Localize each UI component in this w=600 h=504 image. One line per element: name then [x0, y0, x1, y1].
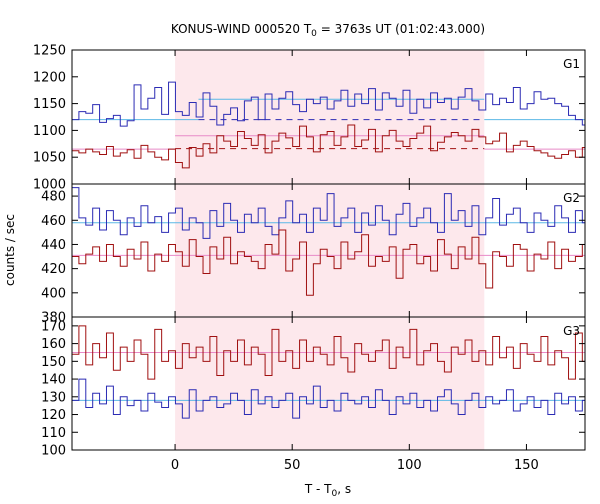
- panel-g2-y-tick-label: 380: [41, 311, 66, 326]
- panel-g3-y-tick-label: 170: [41, 319, 66, 334]
- panel-g1-label: G1: [563, 57, 580, 71]
- panel-g1-y-tick-label: 1000: [33, 178, 66, 193]
- x-tick-label: 0: [171, 458, 179, 473]
- x-tick-label: 150: [514, 458, 539, 473]
- panel-g3-series-blue: [72, 378, 585, 419]
- y-axis-label: counts / sec: [3, 214, 17, 286]
- panel-g3: 100 110 120 130 140 150 160 170 G3: [41, 316, 586, 459]
- chart-title-suffix: = 3763s UT (01:02:43.000): [317, 22, 485, 36]
- panel-g1-y-tick-label: 1100: [33, 124, 66, 139]
- x-tick-label: 100: [397, 458, 422, 473]
- chart-title-prefix: KONUS-WIND 000520 T: [171, 22, 312, 36]
- panel-g3-y-tick-label: 110: [41, 426, 66, 441]
- x-axis-label-prefix: T - T: [304, 482, 332, 496]
- panel-g1-y-tick-label: 1050: [33, 151, 66, 166]
- panel-g1-y-tick-label: 1200: [33, 70, 66, 85]
- panel-g1-y-tick-label: 1150: [33, 97, 66, 112]
- panel-g1-series-red: [72, 124, 585, 169]
- panel-g1-y-tick-label: 1250: [33, 44, 66, 59]
- panel-g3-frame: [71, 316, 586, 451]
- panel-g2-y-tick-label: 400: [41, 286, 66, 301]
- panel-g1-series-blue: [72, 81, 585, 127]
- panel-g1: 1000 1050 1100 1150 1200 1250 G1: [33, 44, 586, 193]
- panel-g2-y-tick-label: 420: [41, 262, 66, 277]
- panel-g3-y-tick-label: 160: [41, 337, 66, 352]
- x-tick-label: 50: [284, 458, 301, 473]
- panel-g3-y-tick-label: 140: [41, 373, 66, 388]
- panel-g2-y-tick-label: 440: [41, 238, 66, 253]
- panel-g1-plot-area: [72, 81, 585, 169]
- panel-g3-y-tick-label: 130: [41, 390, 66, 405]
- panel-g2-plot-area: [72, 187, 585, 296]
- x-axis-label-suffix: , s: [337, 482, 351, 496]
- panel-g3-highlight-region: [175, 317, 485, 450]
- panel-g2-series-red: [72, 229, 585, 296]
- panel-g3-label: G3: [563, 324, 580, 338]
- panel-g3-plot-area: [72, 325, 585, 419]
- panels-layer: 100010501100115012001250G138040042044046…: [33, 44, 586, 473]
- panel-g3-y-tick-label: 150: [41, 355, 66, 370]
- panel-g3-series-red: [72, 325, 585, 380]
- panel-g2: 380 400 420 440 460 480 G2: [41, 183, 586, 326]
- panel-g2-label: G2: [563, 191, 580, 205]
- chart-title-sub: 0: [311, 29, 317, 39]
- x-axis-label: T - T0, s: [304, 482, 351, 499]
- panel-g2-series-blue: [72, 187, 585, 239]
- panel-g2-highlight-region: [175, 184, 485, 317]
- panel-g2-y-tick-label: 460: [41, 214, 66, 229]
- x-axis-label-sub: 0: [332, 489, 338, 499]
- chart-title: KONUS-WIND 000520 T0 = 3763s UT (01:02:4…: [171, 22, 485, 39]
- panel-g1-highlight-region: [175, 50, 485, 184]
- panel-g2-y-tick-label: 480: [41, 190, 66, 205]
- panel-g3-y-tick-label: 120: [41, 408, 66, 423]
- panel-g3-y-tick-label: 100: [41, 444, 66, 459]
